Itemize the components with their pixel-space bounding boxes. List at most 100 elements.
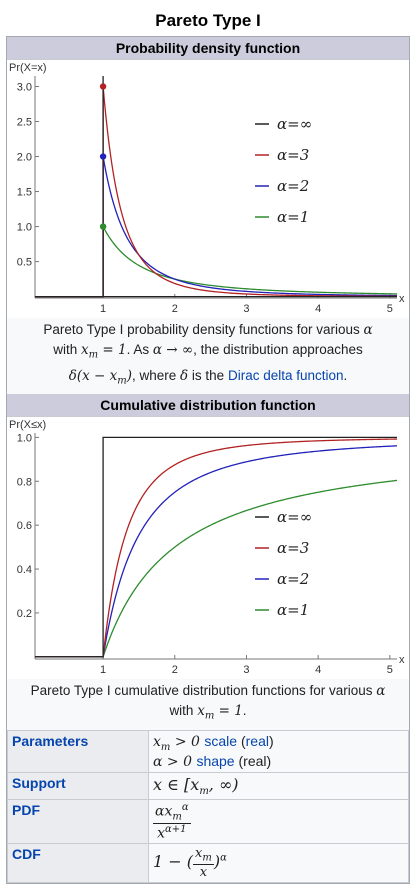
y-tick-label: 0.4 xyxy=(17,564,32,576)
parameter-table: Parameters xm > 0 scale (real) α > 0 sha… xyxy=(7,730,409,884)
x-tick-label: 4 xyxy=(315,664,321,676)
y-tick-label: 0.6 xyxy=(17,521,32,533)
x-tick-label: 4 xyxy=(315,303,321,315)
series-line-alpha-3 xyxy=(35,438,398,658)
caption-text: . xyxy=(343,367,348,383)
legend-label-alpha-3: α=3 xyxy=(277,539,309,557)
caption-alpha: α xyxy=(363,322,373,338)
cdf-denominator: x xyxy=(199,864,208,880)
den-text: x xyxy=(157,825,165,842)
x-tick-label: 2 xyxy=(172,303,178,315)
cdf-caption: Pareto Type I cumulative distribution fu… xyxy=(7,679,409,731)
series-line-alpha-2 xyxy=(35,156,398,298)
x-tick-label: 5 xyxy=(387,664,393,676)
parameters-label-link[interactable]: Parameters xyxy=(7,730,149,773)
parameters-value: xm > 0 scale (real) α > 0 shape (real) xyxy=(148,730,409,773)
row-pdf: PDF αxmα xα+1 xyxy=(7,799,409,845)
pdf-numerator: αxmα xyxy=(153,802,191,824)
data-point xyxy=(99,83,107,90)
caption-text: , where xyxy=(132,367,181,383)
y-tick-label: 1.5 xyxy=(17,187,32,199)
infobox-title: Pareto Type I xyxy=(155,11,261,30)
caption-delta-sub: m xyxy=(117,375,127,387)
caption-xm-sub: m xyxy=(204,711,215,723)
row-support: Support x ∈ [xm, ∞) xyxy=(7,771,409,801)
caption-text: , the distribution approaches xyxy=(193,342,363,357)
y-axis-label: Pr(X≤x) xyxy=(9,419,46,431)
pdf-label-link[interactable]: PDF xyxy=(7,799,149,845)
y-axis-label: Pr(X=x) xyxy=(9,62,47,74)
caption-delta: δ(x − x xyxy=(68,367,118,384)
support-label-link[interactable]: Support xyxy=(7,771,149,801)
caption-text: Pareto Type I cumulative distribution fu… xyxy=(30,683,377,699)
math-xm: x xyxy=(153,734,161,751)
caption-alpha: α xyxy=(376,683,386,700)
num-text: x xyxy=(195,846,203,862)
infobox-frame: Probability density function Pr(X=x) x 1 2 3… xyxy=(6,36,410,884)
caption-xm-sub: m xyxy=(88,349,99,361)
shape-link[interactable]: shape xyxy=(196,752,235,769)
pdf-formula: αxmα xα+1 xyxy=(148,799,409,845)
x-axis-label: x xyxy=(399,293,405,305)
support-close: , ∞) xyxy=(208,774,239,794)
data-point xyxy=(99,223,107,230)
row-parameters: Parameters xm > 0 scale (real) α > 0 sha… xyxy=(7,730,409,773)
y-tick-label: 1.0 xyxy=(17,222,32,234)
caption-text: with xyxy=(169,703,198,719)
cdf-chart: Pr(X≤x) x 1 2 3 4 5 0.2 0.4 0.6 0.8 1.0 α=∞ α=3 α=2 α=1 xyxy=(7,417,409,680)
series-line-alpha-inf xyxy=(35,437,397,658)
legend-label-alpha-2: α=2 xyxy=(277,177,309,195)
cdf-close: ) xyxy=(213,852,221,872)
cdf-label-link[interactable]: CDF xyxy=(7,843,149,884)
real-link[interactable]: real xyxy=(245,733,269,750)
num-sup: α xyxy=(181,802,189,814)
series-line-alpha-1 xyxy=(35,226,398,298)
legend-label-alpha-3: α=3 xyxy=(277,146,309,164)
legend-label-alpha-inf: α=∞ xyxy=(277,508,312,526)
x-tick-label: 1 xyxy=(100,664,106,676)
legend-label-alpha-1: α=1 xyxy=(277,208,309,226)
legend-label-alpha-2: α=2 xyxy=(277,570,309,588)
series-line-alpha-inf xyxy=(35,76,397,298)
pdf-chart: Pr(X=x) x 1 2 3 4 5 0.5 1.0 1.5 2.0 2.5 3.0 α=∞ α=3 α=2… xyxy=(7,60,409,318)
y-tick-label: 2.5 xyxy=(17,117,32,129)
real-text: (real) xyxy=(234,752,272,769)
series-line-alpha-1 xyxy=(35,480,398,660)
cdf-section-heading: Cumulative distribution function xyxy=(7,394,409,418)
pdf-caption: Pareto Type I probability density functi… xyxy=(7,318,409,395)
y-tick-label: 1.0 xyxy=(17,433,32,445)
y-tick-label: 0.2 xyxy=(17,608,32,620)
caption-delta-symbol: δ xyxy=(180,367,189,384)
series-line-alpha-2 xyxy=(35,445,398,658)
cdf-formula: 1 − (xm x)α xyxy=(148,843,409,884)
caption-text: . xyxy=(242,703,247,719)
legend-label-alpha-1: α=1 xyxy=(277,601,309,619)
cdf-fraction: xm x xyxy=(193,846,214,880)
pdf-section-heading: Probability density function xyxy=(7,37,409,60)
x-tick-label: 3 xyxy=(243,664,249,676)
infobox: Pareto Type I Probability density functi… xyxy=(6,6,410,884)
scale-link[interactable]: scale xyxy=(204,733,238,750)
pdf-denominator: xα+1 xyxy=(153,824,191,842)
caption-text: Pareto Type I probability density functi… xyxy=(43,322,364,337)
math-sub: m xyxy=(160,741,171,753)
caption-eq: = 1 xyxy=(98,342,127,358)
legend-label-alpha-inf: α=∞ xyxy=(277,115,312,133)
y-tick-label: 3.0 xyxy=(17,82,32,94)
math-relation: > 0 xyxy=(170,734,205,751)
caption-limit: α → ∞ xyxy=(152,342,194,358)
row-cdf: CDF 1 − (xm x)α xyxy=(7,843,409,884)
dirac-delta-link[interactable]: Dirac delta function xyxy=(227,367,344,383)
caption-text: . As xyxy=(126,342,153,357)
math-alpha: α > 0 xyxy=(153,753,197,770)
caption-xm: x xyxy=(81,342,89,358)
caption-text: with xyxy=(53,342,82,357)
caption-delta-close: ) xyxy=(126,367,132,384)
x-axis-label: x xyxy=(399,654,405,666)
x-tick-label: 5 xyxy=(387,303,393,315)
cdf-numerator: xm xyxy=(193,846,214,865)
cdf-prefix: 1 − ( xyxy=(153,852,193,872)
num-text: αx xyxy=(155,803,173,820)
support-math: x ∈ [x xyxy=(153,774,200,794)
y-tick-label: 0.5 xyxy=(17,257,32,269)
